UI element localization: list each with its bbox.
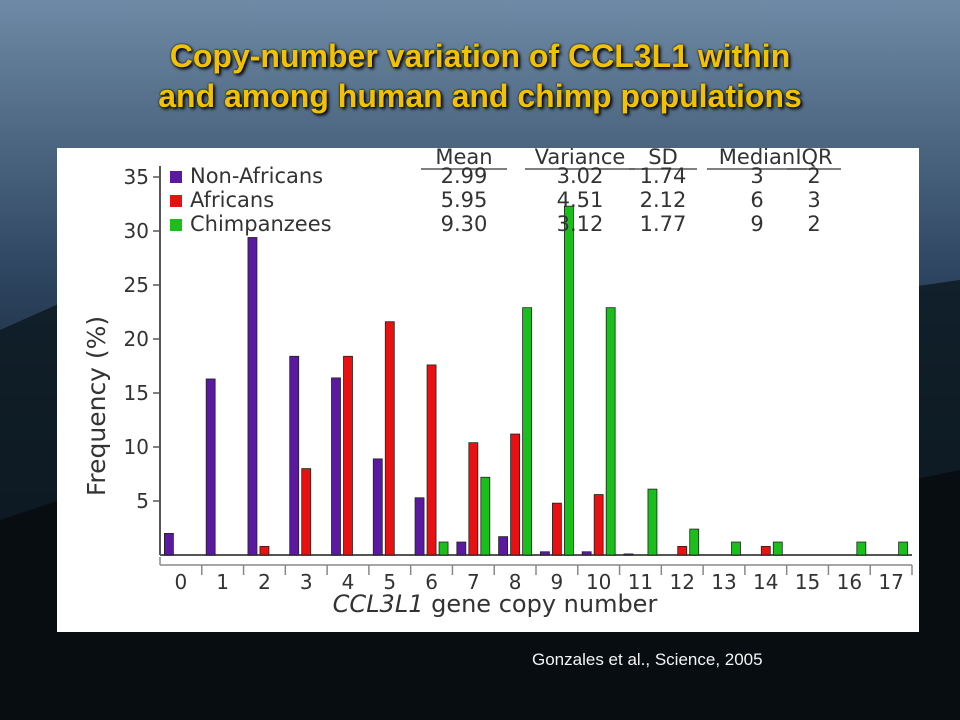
x-tick-label: 6	[425, 570, 438, 594]
x-tick-label: 1	[216, 570, 229, 594]
x-tick-label: 4	[342, 570, 355, 594]
x-tick-label: 10	[586, 570, 611, 594]
x-tick-label: 0	[175, 570, 188, 594]
y-tick-label: 15	[124, 381, 149, 405]
stats-cell: 1.74	[640, 164, 687, 188]
bar-non-africans-5	[372, 458, 383, 556]
legend-label: Non-Africans	[190, 164, 323, 188]
bar-non-africans-1	[205, 378, 216, 556]
bar-africans-7	[468, 442, 479, 556]
x-axis-label-rest: gene copy number	[423, 590, 657, 618]
legend-label: Africans	[190, 188, 274, 212]
bar-africans-2	[259, 545, 270, 556]
x-tick-label: 3	[300, 570, 313, 594]
y-axis-label: Frequency (%)	[82, 316, 111, 496]
y-tick-label: 10	[124, 435, 149, 459]
x-axis-label-italic: CCL3L1	[333, 590, 424, 618]
bar-chimpanzees-9	[563, 205, 574, 556]
bar-non-africans-11	[623, 553, 634, 556]
x-tick-label: 9	[551, 570, 564, 594]
bar-chimpanzees-11	[647, 488, 658, 556]
bar-chimpanzees-16	[856, 541, 867, 556]
bar-africans-14	[760, 545, 771, 556]
stats-cell: 3	[750, 164, 763, 188]
bar-chimpanzees-6	[438, 541, 449, 556]
slide-title: Copy-number variation of CCL3L1 within a…	[0, 36, 960, 116]
bar-africans-12	[677, 545, 688, 556]
bar-non-africans-6	[414, 497, 425, 556]
legend-swatch	[170, 219, 182, 231]
bar-non-africans-10	[581, 551, 592, 556]
bar-non-africans-2	[247, 237, 258, 556]
legend-swatch	[170, 171, 182, 183]
x-tick-label: 11	[628, 570, 653, 594]
stats-cell: 3	[807, 188, 820, 212]
stats-cell: 2	[807, 212, 820, 236]
x-tick-label: 7	[467, 570, 480, 594]
bar-non-africans-8	[498, 536, 509, 556]
y-tick-label: 35	[124, 165, 149, 189]
bar-africans-4	[343, 355, 353, 556]
x-tick-label: 5	[383, 570, 396, 594]
stats-cell: 2.99	[441, 164, 488, 188]
stats-cell: 9.30	[441, 212, 488, 236]
bar-africans-5	[384, 321, 395, 556]
x-tick-label: 13	[711, 570, 736, 594]
citation: Gonzales et al., Science, 2005	[532, 650, 763, 669]
stats-cell: 4.51	[557, 188, 604, 212]
bar-non-africans-7	[456, 541, 467, 556]
bar-chimpanzees-14	[772, 541, 783, 556]
bar-non-africans-9	[539, 551, 550, 556]
stats-cell: 2	[807, 164, 820, 188]
bar-africans-8	[510, 433, 521, 556]
bar-chimpanzees-12	[689, 528, 700, 556]
bar-chimpanzees-10	[605, 307, 616, 556]
legend-label: Chimpanzees	[190, 212, 332, 236]
bar-africans-9	[551, 502, 562, 556]
x-tick-label: 16	[837, 570, 862, 594]
stats-cell: 1.77	[640, 212, 687, 236]
x-tick-label: 2	[258, 570, 271, 594]
bar-non-africans-4	[331, 377, 341, 556]
y-tick-label: 30	[124, 219, 149, 243]
stats-header: IQR	[795, 148, 832, 169]
y-tick-label: 5	[136, 489, 149, 513]
bar-africans-3	[301, 468, 312, 556]
stats-header: Mean	[435, 148, 492, 169]
bar-africans-6	[426, 364, 437, 556]
stats-header: Variance	[535, 148, 626, 169]
x-axis-label: CCL3L1 gene copy number	[333, 590, 658, 618]
bar-non-africans-0	[163, 532, 174, 556]
chart-bars	[163, 205, 909, 556]
stats-cell: 2.12	[640, 188, 687, 212]
stats-cell: 3.12	[557, 212, 604, 236]
bar-chimpanzees-7	[480, 476, 491, 556]
x-tick-label: 8	[509, 570, 522, 594]
stats-cell: 9	[750, 212, 763, 236]
x-tick-label: 14	[753, 570, 778, 594]
legend-swatch	[170, 195, 182, 207]
bar-chimpanzees-8	[522, 307, 533, 556]
y-tick-label: 25	[124, 273, 149, 297]
stats-cell: 3.02	[557, 164, 604, 188]
bar-chimpanzees-13	[731, 541, 741, 556]
chart-panel: 5 10 15 20 25 30 35 0 1 2 3 4 5 6 7 8 9 10 11 12 13 14 15 16 17 …	[57, 148, 919, 632]
title-line-2: and among human and chimp populations	[158, 78, 802, 114]
y-tick-label: 20	[124, 327, 149, 351]
stats-cell: 5.95	[441, 188, 488, 212]
stats-cell: 6	[750, 188, 763, 212]
stats-header: SD	[648, 148, 678, 169]
bar-non-africans-3	[289, 355, 300, 556]
x-tick-label: 12	[669, 570, 694, 594]
bar-chimpanzees-17	[898, 541, 909, 556]
bar-africans-10	[593, 494, 604, 556]
stats-header: Median	[719, 148, 795, 169]
x-tick-label: 15	[795, 570, 820, 594]
title-line-1: Copy-number variation of CCL3L1 within	[169, 38, 791, 74]
x-tick-label: 17	[878, 570, 903, 594]
